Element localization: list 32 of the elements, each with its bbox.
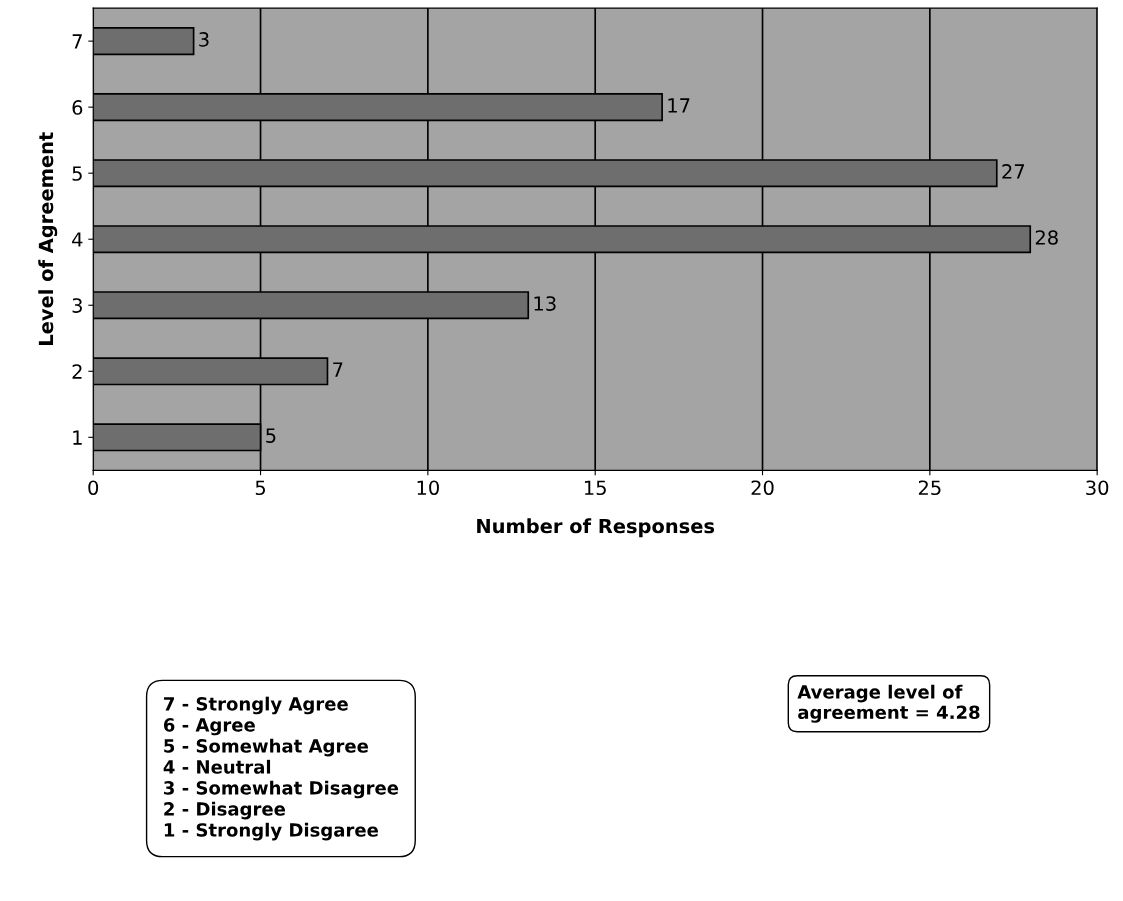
y-tick-label: 5 xyxy=(72,166,82,181)
x-tick-label: 15 xyxy=(584,480,606,496)
text: agreement = 4.28 xyxy=(798,705,980,723)
text: 3 - Somewhat Disagree xyxy=(164,780,399,799)
data-label: 5 xyxy=(266,428,276,443)
y-tick-label: 6 xyxy=(72,100,83,115)
data-label: 28 xyxy=(1035,230,1058,245)
y-tick-label: 1 xyxy=(73,430,82,445)
x-tick-label: 30 xyxy=(1086,480,1109,496)
y-axis-title: Level of Agreement xyxy=(38,132,58,345)
text: 4 - Neutral xyxy=(163,759,271,774)
data-label: 17 xyxy=(668,98,690,113)
text: 7 - Strongly Agree xyxy=(164,696,348,715)
text: Average level of xyxy=(797,684,963,703)
x-tick-label: 10 xyxy=(417,480,439,496)
data-label: 27 xyxy=(1002,164,1025,179)
text: 5 - Somewhat Agree xyxy=(164,738,368,757)
x-tick-label: 25 xyxy=(918,480,941,496)
y-tick-label: 4 xyxy=(72,232,83,247)
text: 1 - Strongly Disgaree xyxy=(164,822,378,841)
data-label: 13 xyxy=(534,296,556,311)
y-tick-label: 3 xyxy=(72,298,82,313)
y-tick-label: 7 xyxy=(72,34,82,49)
x-tick-label: 5 xyxy=(255,480,266,496)
x-tick-label: 20 xyxy=(751,480,774,496)
y-tick-label: 2 xyxy=(72,364,82,379)
x-tick-label: 0 xyxy=(88,480,99,496)
data-label: 7 xyxy=(333,362,343,377)
data-label: 3 xyxy=(199,32,209,47)
text: 2 - Disagree xyxy=(164,801,286,820)
x-axis-title: Number of Responses xyxy=(477,518,715,538)
text: 6 - Agree xyxy=(163,718,255,736)
